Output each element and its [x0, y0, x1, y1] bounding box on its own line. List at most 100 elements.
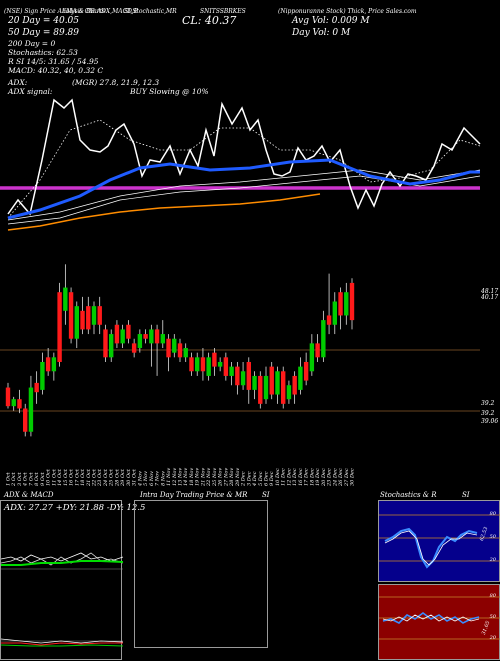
adx-values: (MGR) 27.8, 21.9, 12.3: [72, 78, 160, 87]
candle-body: [120, 329, 125, 344]
date-tick-label: 12 Nov: [172, 468, 178, 486]
ma20-line: 20 Day = 40.05: [8, 16, 80, 26]
date-tick-label: 27 Dec: [344, 468, 350, 487]
date-tick-label: 17 Oct: [74, 468, 80, 486]
candle-body: [57, 292, 62, 362]
date-tick-label: 23 Oct: [97, 468, 103, 487]
date-tick-label: 14 Nov: [183, 468, 189, 486]
ema50-line: [7, 193, 321, 231]
ticker-label: SNITSSBRKES: [200, 8, 246, 15]
candle-body: [200, 357, 206, 372]
date-tick-label: 21 Nov: [200, 468, 206, 487]
candle-body: [309, 343, 315, 372]
candle-body: [34, 382, 39, 393]
stoch-label: SI,Stochastic,MR: [124, 8, 177, 15]
date-tick-label: 14 Oct: [57, 468, 63, 486]
main-price-chart: 1 Oct 2 Oct 3 Oct 4 Oct 7 Oct 8 Oct 9 Oct 10 Oc…: [0, 98, 481, 487]
date-tick-label: 10 Oct: [46, 468, 52, 486]
price-label-low: 39.2: [481, 410, 495, 417]
date-tick-label: 5 Nov: [143, 471, 149, 486]
adx-line: [1, 560, 124, 566]
date-tick-label: 11 Dec: [281, 468, 287, 486]
candle-body: [166, 338, 171, 358]
date-tick-label: 1 Oct: [6, 471, 12, 486]
candle-body: [143, 334, 148, 339]
candle-body: [338, 292, 343, 316]
stoch-tick-50: 50: [489, 534, 496, 540]
price-label-top: 48.17: [481, 288, 499, 295]
rsi-tick-50: 50: [489, 614, 496, 620]
price-label-top2: 40.17: [481, 294, 499, 301]
macd-line: MACD: 40.32, 40, 0.32 C: [8, 66, 104, 75]
intraday-panel-title: Intra Day Trading Price & MR: [140, 491, 248, 499]
date-tick-label: 18 Nov: [189, 468, 195, 486]
date-tick-label: 9 Dec: [269, 471, 275, 486]
candle-body: [91, 306, 97, 325]
adx-plus-di-line: [0, 552, 124, 562]
candle-body: [114, 324, 120, 344]
date-tick-label: 4 Dec: [252, 471, 258, 487]
candle-body: [40, 361, 45, 390]
date-tick-label: 22 Oct: [92, 468, 98, 487]
ma200-line: 200 Day = 0: [8, 39, 56, 48]
adx-line: ADX:: [8, 78, 28, 87]
price-label-mid: 39.2: [481, 400, 495, 407]
date-tick-label: 30 Dec: [350, 468, 356, 486]
stoch-si-label: SI: [462, 491, 470, 499]
candle-body: [74, 306, 79, 339]
candle-body: [263, 375, 269, 400]
adx-macd-panel: ADX: 27.27 +DY: 21.88 -DY: 12.5: [0, 500, 145, 660]
candle-body: [292, 375, 297, 395]
date-tick-label: 23 Dec: [327, 468, 333, 487]
candle-body: [80, 310, 85, 330]
date-tick-label: 16 Dec: [298, 468, 304, 486]
candle-body: [275, 371, 280, 395]
candle-body: [28, 387, 34, 432]
date-tick-label: 11 Nov: [166, 468, 172, 486]
bollinger-upper-band: [7, 169, 481, 221]
candle-body: [252, 375, 257, 390]
candle-body: [160, 334, 165, 344]
candle-body: [68, 292, 74, 339]
rsi-tick-80: 80: [489, 593, 496, 599]
candle-body: [183, 348, 188, 358]
macd-signal-line: [1, 642, 123, 646]
date-tick-label: 24 Dec: [332, 468, 338, 487]
candle-body: [86, 306, 91, 330]
day-vol: Day Vol: 0 M: [292, 28, 351, 38]
candle-body: [189, 357, 194, 372]
rsi-tick-20: 20: [489, 635, 496, 641]
date-tick-label: 5 Dec: [258, 471, 264, 486]
adx-lines: [0, 552, 124, 647]
adx-panel-title: ADX & MACD: [4, 491, 54, 499]
candle-body: [326, 315, 332, 325]
candle-body: [63, 287, 68, 311]
chart-meta: (NSE) Sign Price Analysis Charts: [4, 8, 106, 15]
date-tick-label: 29 Nov: [235, 468, 241, 487]
date-tick-label: 7 Oct: [28, 471, 34, 486]
indicators-label: EMA & BB ADX,MACD,B: [62, 8, 139, 15]
candle-body: [246, 361, 251, 390]
stochastics-panel: 80 50 20 62.53: [378, 500, 500, 582]
candle-body: [344, 292, 349, 316]
candle-body: [126, 324, 131, 339]
date-tick-label: 25 Oct: [109, 468, 115, 487]
date-tick-label: 11 Oct: [51, 468, 57, 486]
avg-vol: Avg Vol: 0.009 M: [292, 16, 370, 26]
candle-body: [258, 375, 263, 404]
stoch-tick-80: 80: [489, 511, 496, 517]
date-tick-label: 29 Oct: [120, 468, 126, 487]
date-tick-label: 13 Nov: [178, 468, 184, 486]
date-tick-label: 28 Nov: [229, 468, 235, 487]
rsi-line: R SI 14/5: 31.65 / 54.95: [8, 57, 99, 66]
date-tick-label: 19 Nov: [195, 468, 201, 486]
candle-body: [240, 371, 246, 386]
date-tick-label: 3 Oct: [17, 471, 23, 486]
date-tick-label: 13 Dec: [292, 468, 298, 486]
candle-body: [131, 343, 137, 353]
date-tick-label: 16 Oct: [69, 468, 75, 486]
candle-body: [11, 399, 16, 407]
stoch-line: Stochastics: 62.53: [8, 48, 78, 57]
candle-body: [109, 334, 114, 358]
date-tick-label: 8 Oct: [34, 471, 40, 486]
